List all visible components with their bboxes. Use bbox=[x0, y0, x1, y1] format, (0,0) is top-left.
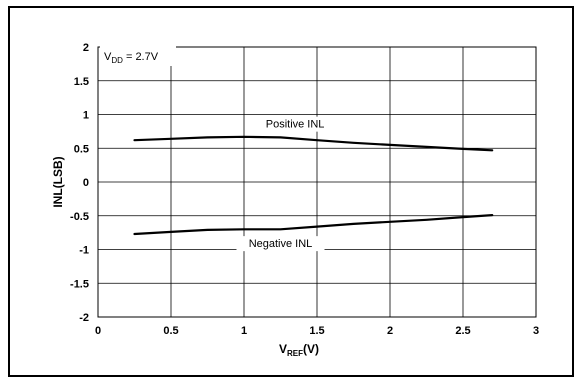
ticks: 0 0.5 1 1.5 2 2.5 3 2 1.5 1 0.5 0 -0.5 -1 -1.5 -2 bbox=[70, 42, 539, 337]
x-tick-label: 0 bbox=[95, 325, 101, 337]
series bbox=[133, 135, 494, 236]
y-tick-label: -2 bbox=[79, 312, 89, 324]
vdd-annotation: VDD = 2.7V bbox=[104, 51, 159, 65]
series-label-1: Negative INL bbox=[249, 238, 313, 250]
chart-frame bbox=[8, 6, 574, 377]
x-tick-label: 1 bbox=[241, 325, 247, 337]
y-tick-label: -1.5 bbox=[70, 278, 89, 290]
y-tick-label: 0.5 bbox=[74, 143, 89, 155]
x-tick-label: 2.5 bbox=[455, 325, 470, 337]
y-axis-label: INL(LSB) bbox=[51, 156, 65, 207]
x-tick-label: 0.5 bbox=[163, 325, 178, 337]
y-tick-label: 1.5 bbox=[74, 76, 89, 88]
y-tick-label: 0 bbox=[83, 177, 89, 189]
vdd-annotation-bg bbox=[100, 46, 176, 66]
y-tick-label: -0.5 bbox=[70, 211, 89, 223]
x-axis-label-unit: (V) bbox=[303, 342, 319, 356]
grid bbox=[98, 47, 536, 317]
x-tick-label: 1.5 bbox=[309, 325, 324, 337]
series-label-bg bbox=[251, 116, 340, 132]
vdd-main: V bbox=[104, 51, 112, 63]
x-axis-label: VREF(V) bbox=[279, 342, 319, 358]
x-tick-label: 3 bbox=[533, 325, 539, 337]
vdd-value: = 2.7V bbox=[123, 51, 159, 63]
plot-area bbox=[97, 46, 537, 318]
y-tick-label: -1 bbox=[79, 245, 89, 257]
x-axis-label-sub: REF bbox=[287, 349, 303, 358]
series-label-0: Positive INL bbox=[266, 119, 325, 131]
series-line-1 bbox=[133, 214, 494, 236]
vdd-sub: DD bbox=[111, 56, 123, 65]
x-tick-label: 2 bbox=[387, 325, 393, 337]
series-label-bg bbox=[236, 236, 325, 252]
series-line-0 bbox=[133, 135, 494, 152]
y-tick-label: 1 bbox=[83, 110, 89, 122]
x-axis-label-main: V bbox=[279, 342, 287, 356]
annotations: Positive INL Negative INL bbox=[100, 46, 340, 252]
y-tick-label: 2 bbox=[83, 42, 89, 54]
